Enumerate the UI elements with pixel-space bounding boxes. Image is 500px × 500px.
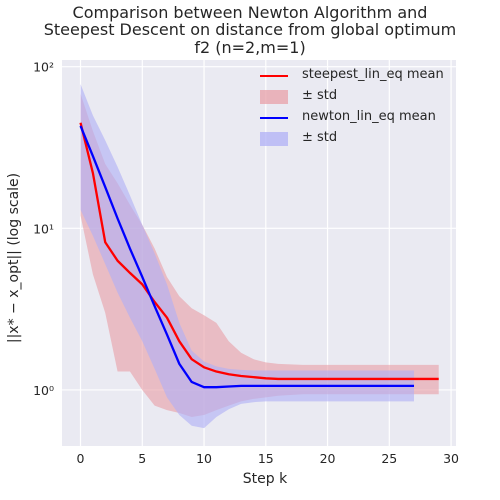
- x-tick-label: 30: [443, 451, 459, 466]
- mean-line-0: [79, 122, 439, 381]
- chart-title-line-2: Steepest Descent on distance from global…: [43, 20, 457, 39]
- y-tick-label: 10¹: [33, 221, 54, 236]
- std-bands: [80, 84, 439, 429]
- legend-label-newton-std: ± std: [302, 130, 338, 145]
- legend-entry-steepest-mean: steepest_lin_eq mean: [250, 66, 446, 87]
- std-band-1: [80, 84, 415, 429]
- x-tick-label: 25: [381, 451, 397, 466]
- y-tick-label: 10⁰: [33, 383, 54, 398]
- legend-entry-steepest-std: ± std: [250, 87, 446, 108]
- x-tick-labels: 0 5 10 15 20 25 30: [77, 451, 460, 466]
- x-tick-label: 10: [196, 451, 212, 466]
- x-tick-label: 15: [258, 451, 274, 466]
- legend-label-steepest-std: ± std: [302, 88, 338, 103]
- mean-line-1: [79, 125, 415, 389]
- x-tick-label: 20: [320, 451, 336, 466]
- chart-title-line-3: f2 (n=2,m=1): [194, 38, 306, 57]
- legend: steepest_lin_eq mean ± std newton_lin_eq…: [250, 66, 446, 150]
- x-axis-label: Step k: [242, 471, 288, 487]
- legend-label-newton-mean: newton_lin_eq mean: [302, 109, 436, 124]
- legend-entry-newton-std: ± std: [250, 129, 446, 150]
- y-tick-label: 10²: [33, 60, 54, 75]
- y-axis-label: ||x* − x_opt|| (log scale): [6, 172, 22, 344]
- legend-swatch-newton-std: [260, 132, 288, 146]
- x-tick-label: 5: [138, 451, 146, 466]
- legend-swatch-steepest-mean: [260, 75, 288, 77]
- legend-swatch-steepest-std: [260, 90, 288, 104]
- mean-lines: [79, 122, 439, 389]
- legend-entry-newton-mean: newton_lin_eq mean: [250, 108, 446, 129]
- y-tick-labels: 10⁰ 10¹ 10²: [33, 60, 54, 398]
- legend-swatch-newton-mean: [260, 117, 288, 119]
- x-tick-label: 0: [77, 451, 85, 466]
- chart-title-line-1: Comparison between Newton Algorithm and: [72, 3, 428, 22]
- legend-label-steepest-mean: steepest_lin_eq mean: [302, 67, 444, 82]
